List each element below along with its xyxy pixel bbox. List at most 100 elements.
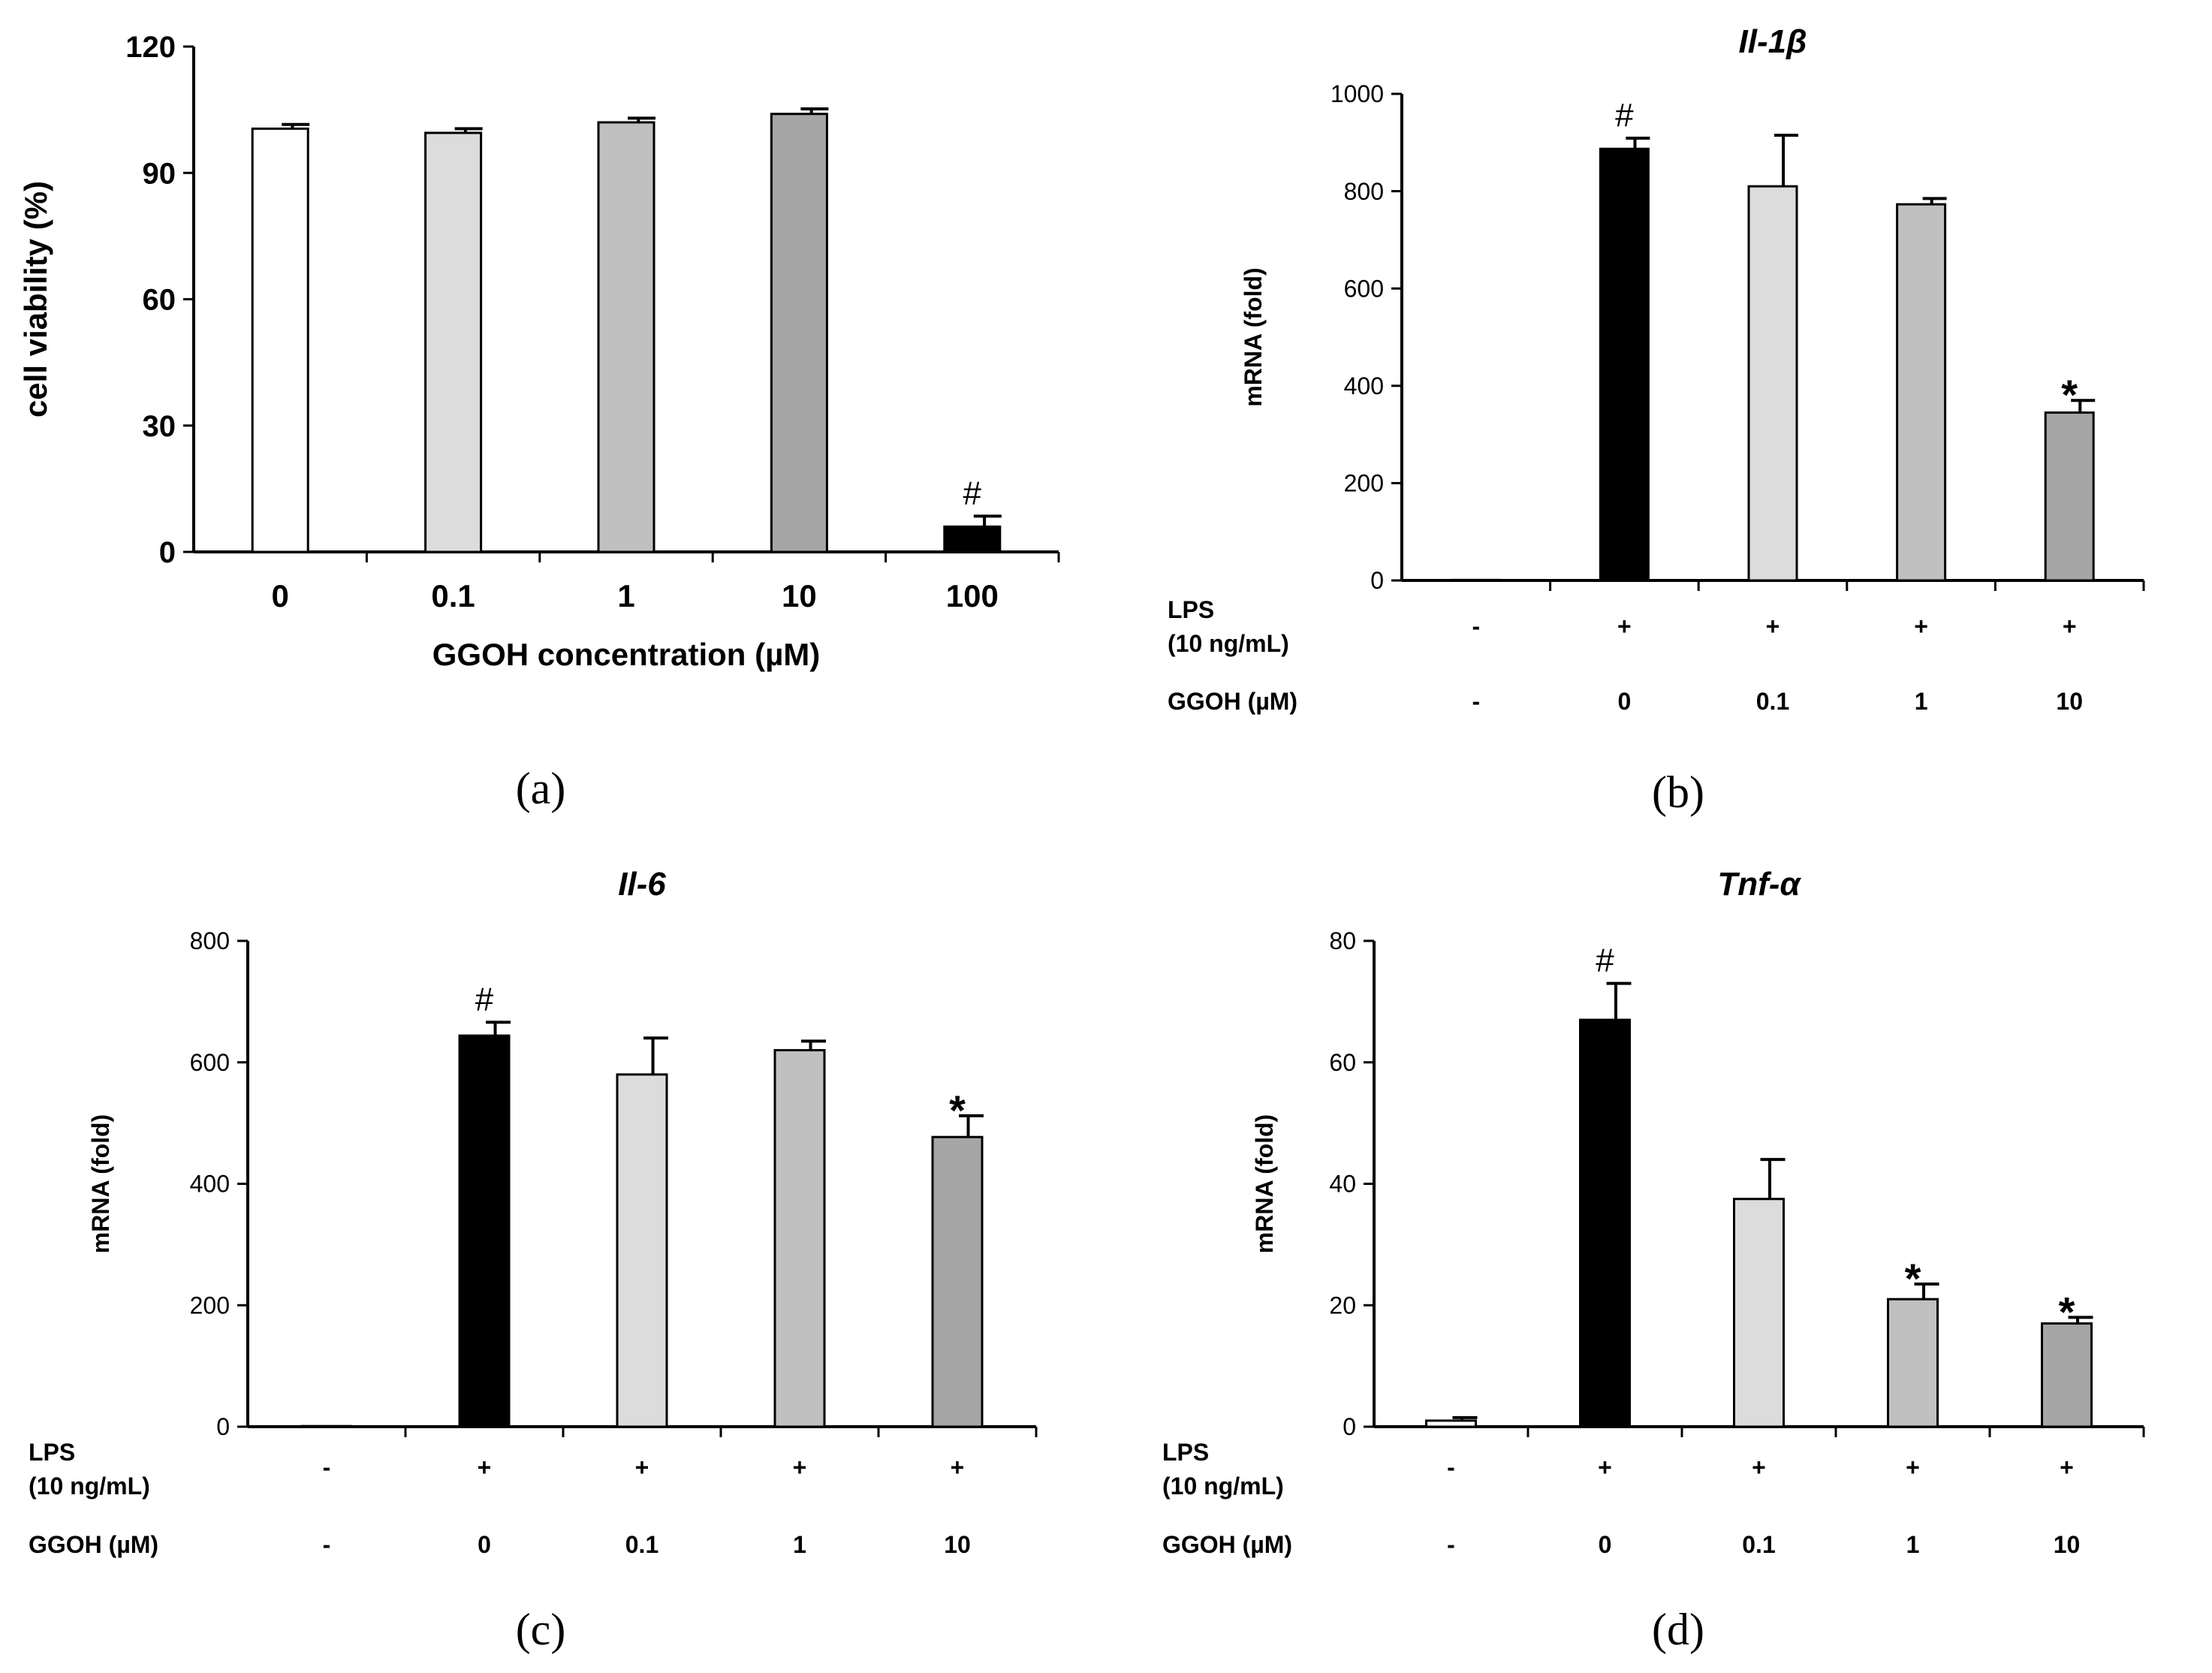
condition-sublabel: (10 ng/mL) xyxy=(1168,630,1289,657)
x-axis-title: GGOH concentration (µM) xyxy=(432,637,821,672)
panel-label: (c) xyxy=(516,1605,566,1654)
panel-label: (b) xyxy=(1652,767,1704,817)
x-tick-label: 0.1 xyxy=(431,578,475,613)
chart-panel-b: 0 200 400 600 800 1000 mRNA (fold) # * Il-1β LPS (1… xyxy=(1168,23,2145,817)
chart-title: Il-6 xyxy=(618,866,666,903)
bar xyxy=(2044,411,2095,582)
bar xyxy=(1579,1018,1631,1428)
y-tick-label: 1000 xyxy=(1331,80,1384,107)
bar xyxy=(773,1049,826,1428)
y-axis-title: mRNA (fold) xyxy=(87,1114,114,1253)
y-tick-label: 800 xyxy=(1344,178,1384,205)
condition-value: + xyxy=(1906,1454,1920,1481)
condition-value: 0.1 xyxy=(1756,688,1789,715)
condition-value: 1 xyxy=(1915,688,1928,715)
y-tick-label: 60 xyxy=(1329,1049,1356,1076)
condition-value: + xyxy=(1914,613,1928,640)
condition-value: - xyxy=(1447,1454,1455,1481)
condition-value: 0 xyxy=(1599,1531,1612,1558)
bar xyxy=(1733,1198,1785,1428)
y-axis-title: cell viability (%) xyxy=(18,181,53,417)
bar xyxy=(943,525,1002,553)
condition-value: + xyxy=(1617,613,1632,640)
bar xyxy=(1599,147,1650,582)
y-tick-label: 600 xyxy=(1344,275,1384,302)
x-tick-label: 10 xyxy=(782,578,817,613)
significance-star: * xyxy=(1905,1255,1921,1302)
condition-value: + xyxy=(635,1454,649,1481)
bar xyxy=(1887,1298,1939,1428)
significance-hash: # xyxy=(1596,942,1614,979)
y-axis-title: mRNA (fold) xyxy=(1240,267,1267,406)
y-tick-label: 0 xyxy=(1370,567,1384,594)
condition-value: - xyxy=(323,1454,331,1481)
condition-label: GGOH (µM) xyxy=(1168,688,1297,715)
condition-sublabel: (10 ng/mL) xyxy=(29,1473,150,1500)
y-tick-label: 90 xyxy=(143,157,176,190)
condition-value: 10 xyxy=(2054,1531,2081,1558)
significance-hash: # xyxy=(475,981,494,1017)
y-tick-label: 0 xyxy=(159,536,176,569)
bar xyxy=(424,131,483,553)
y-axis-title: mRNA (fold) xyxy=(1251,1114,1278,1253)
condition-value: + xyxy=(478,1454,492,1481)
chart-panel-c: 0 200 400 600 800 mRNA (fold) # * Il-6 LPS (10 ng/… xyxy=(29,866,1038,1654)
bar xyxy=(1747,185,1798,582)
significance-star: * xyxy=(949,1087,966,1134)
condition-value: 0 xyxy=(1618,688,1632,715)
bar xyxy=(300,1424,353,1428)
bar xyxy=(597,121,655,553)
condition-value: 1 xyxy=(793,1531,806,1558)
condition-value: - xyxy=(323,1531,331,1558)
y-tick-label: 800 xyxy=(190,927,230,954)
bar xyxy=(1896,203,1947,582)
y-tick-label: 0 xyxy=(216,1413,230,1440)
significance-star: * xyxy=(2059,1288,2075,1335)
condition-value: + xyxy=(1766,613,1780,640)
y-tick-label: 80 xyxy=(1329,927,1356,954)
y-tick-label: 600 xyxy=(190,1049,230,1076)
condition-label: LPS xyxy=(1162,1439,1209,1466)
chart-title: Tnf-α xyxy=(1717,866,1801,903)
significance-hash: # xyxy=(963,475,982,511)
bar xyxy=(931,1135,984,1428)
condition-value: 1 xyxy=(1906,1531,1920,1558)
panel-label: (a) xyxy=(516,764,566,813)
condition-value: + xyxy=(1752,1454,1766,1481)
chart-panel-d: 0 20 40 60 80 mRNA (fold) # * * Tnf-α LPS (10 ng/mL… xyxy=(1162,866,2145,1654)
bar xyxy=(1425,1419,1477,1428)
y-tick-label: 400 xyxy=(190,1171,230,1198)
condition-value: + xyxy=(793,1454,807,1481)
bar xyxy=(2041,1322,2093,1428)
condition-value: 0.1 xyxy=(1742,1531,1775,1558)
bar xyxy=(458,1034,511,1428)
y-tick-label: 120 xyxy=(125,31,176,64)
condition-value: 10 xyxy=(2056,688,2083,715)
y-tick-label: 400 xyxy=(1344,372,1384,399)
y-tick-label: 20 xyxy=(1329,1292,1356,1319)
y-tick-label: 200 xyxy=(190,1292,230,1319)
x-tick-label: 100 xyxy=(946,578,999,613)
condition-value: - xyxy=(1472,613,1480,640)
y-tick-label: 200 xyxy=(1344,470,1384,497)
panel-label: (d) xyxy=(1652,1605,1704,1654)
y-tick-label: 60 xyxy=(143,284,176,317)
bar xyxy=(770,113,828,553)
bar xyxy=(616,1073,668,1428)
condition-value: 0 xyxy=(478,1531,491,1558)
chart-title: Il-1β xyxy=(1739,23,1807,60)
x-tick-label: 0 xyxy=(272,578,289,613)
bar xyxy=(251,127,309,553)
condition-value: - xyxy=(1447,1531,1455,1558)
x-tick-label: 1 xyxy=(617,578,634,613)
condition-value: + xyxy=(2063,613,2077,640)
condition-label: LPS xyxy=(29,1439,75,1466)
condition-value: 0.1 xyxy=(625,1531,658,1558)
condition-value: - xyxy=(1472,688,1480,715)
y-tick-label: 30 xyxy=(143,410,176,443)
significance-hash: # xyxy=(1615,97,1634,134)
condition-value: + xyxy=(951,1454,965,1481)
condition-label: GGOH (µM) xyxy=(1162,1531,1292,1558)
condition-label: LPS xyxy=(1168,596,1214,623)
